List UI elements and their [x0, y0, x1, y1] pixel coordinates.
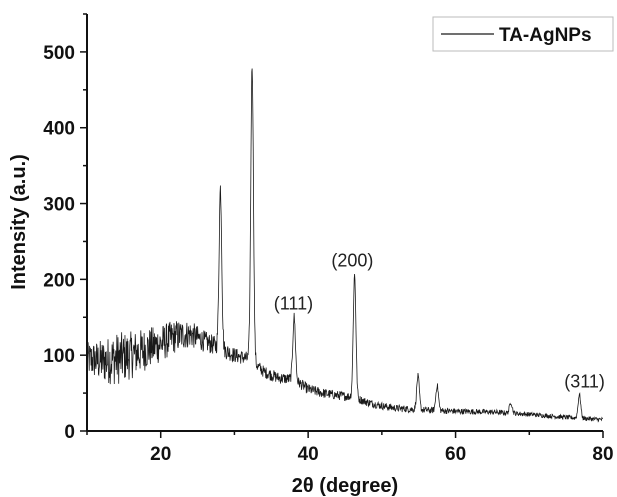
peak-annotation: (200): [331, 250, 373, 270]
x-tick-label: 80: [592, 444, 613, 465]
y-tick-label: 300: [43, 195, 75, 216]
y-axis-title: Intensity (a.u.): [8, 154, 30, 290]
x-tick-label: 20: [150, 444, 171, 465]
legend: TA-AgNPs: [432, 16, 614, 52]
legend-label: TA-AgNPs: [499, 25, 592, 46]
x-tick-label: 40: [298, 444, 319, 465]
plot-layer: [86, 68, 604, 423]
axes-layer: 20 40 60 80 0 100 200 300 400 500: [43, 13, 614, 465]
y-tick-label: 500: [43, 43, 75, 64]
peak-annotation: (311): [564, 372, 605, 392]
y-tick-label: 400: [43, 119, 75, 140]
peak-annotation: (111): [274, 293, 313, 313]
x-axis-title: 2θ (degree): [292, 475, 398, 497]
annotations: (111) (200) (311): [274, 250, 605, 391]
y-tick-label: 200: [43, 270, 75, 291]
y-tick-label: 100: [43, 346, 75, 367]
x-tick-label: 60: [445, 444, 466, 465]
series-line-0: [86, 68, 604, 423]
y-tick-label: 0: [64, 422, 75, 443]
